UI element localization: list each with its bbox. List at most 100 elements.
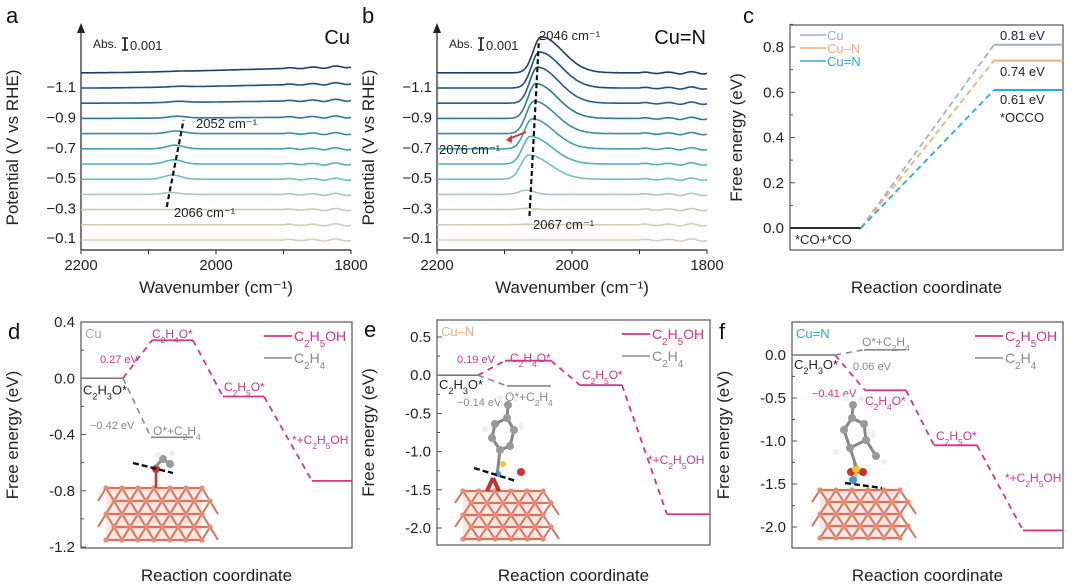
cu-atom [540, 536, 546, 542]
cu-atom [476, 512, 482, 518]
spectrum-trace [81, 81, 352, 89]
y-tick-label: −0.5 [402, 170, 432, 187]
energy-label: 0.06 eV [853, 361, 892, 373]
y-tick-label: −0.1 [402, 230, 432, 247]
legend-label: C2H5OH [652, 326, 704, 348]
legend-label: C2H5OH [1005, 328, 1057, 350]
y-tick-label: 0.0 [54, 370, 75, 387]
cu-atom [849, 511, 855, 517]
slab-model [811, 487, 917, 541]
hydrogen-atom [482, 426, 488, 432]
carbon-atom [510, 426, 518, 434]
nitrogen-atom [849, 476, 857, 484]
cu-atom [881, 511, 887, 517]
x-tick-label: 2000 [555, 257, 588, 274]
state-label: C2H3O* [439, 377, 483, 396]
cu-atom [873, 523, 879, 529]
y-tick-label: -0.4 [49, 427, 75, 444]
cu-atom [468, 524, 474, 530]
y-tick-label: −0.7 [46, 140, 76, 157]
cu-atom [143, 524, 149, 530]
carbon-atom [840, 426, 848, 434]
transition-line [860, 60, 995, 229]
scale-bar-value: 0.001 [130, 38, 163, 53]
state-label: C2H5O* [224, 380, 265, 398]
hydrogen-atom [513, 396, 519, 402]
y-tick-label: -1.5 [760, 476, 786, 493]
cu-atom [849, 487, 855, 493]
cu-atom [857, 523, 863, 529]
cu-atom [548, 524, 554, 530]
carbon-atom [488, 434, 496, 442]
cu-atom [532, 500, 538, 506]
y-axis-arrow [77, 23, 85, 33]
hydrogen-atom [858, 396, 864, 402]
panel-c: c 0.0 0.2 0.4 0.6 0.8 Free energy (eV) Reaction… [727, 3, 1064, 297]
cu-atom [119, 537, 125, 543]
cu-atom [127, 498, 133, 504]
cu-atom [897, 487, 903, 493]
y-tick-label: 0.2 [763, 175, 784, 192]
y-tick-label: -2.0 [760, 519, 786, 536]
slab-model [454, 488, 560, 542]
cu-atom [508, 512, 514, 518]
annotation: 2066 cm⁻¹ [174, 205, 236, 220]
y-tick-label: -0.5 [760, 390, 786, 407]
hydrogen-atom [169, 450, 175, 456]
hydrogen-atom [518, 423, 524, 429]
cu-atom [199, 537, 205, 543]
x-axis-title: Reaction coordinate [852, 566, 1003, 585]
spectrum-trace [81, 238, 352, 242]
cu-atom [540, 512, 546, 518]
y-tick-label: −1.1 [402, 79, 432, 96]
cu-atom [167, 511, 173, 517]
spectrum-trace [81, 191, 352, 197]
cu-atom [484, 500, 490, 506]
cu-atom [524, 488, 530, 494]
carbon-atom [491, 420, 499, 428]
adsorbate-molecule [833, 395, 887, 490]
x-tick-label: 2200 [420, 257, 453, 274]
state-label: C2H4O* [510, 351, 551, 369]
carbon-atom [846, 444, 854, 452]
cu-atom [889, 499, 895, 505]
y-tick-label: −0.9 [46, 109, 76, 126]
x-axis-title: Wavenumber (cm⁻¹) [495, 278, 649, 297]
cu-atom [175, 524, 181, 530]
peak-shift-line [165, 119, 185, 208]
cu-atom [841, 523, 847, 529]
y-tick-label: 0.0 [763, 220, 784, 237]
cu-atom [540, 488, 546, 494]
y-axis-title: Free energy (eV) [359, 368, 378, 497]
spectrum-trace [437, 82, 708, 121]
state-label: *CO+*CO [795, 232, 852, 247]
cu-atom [548, 500, 554, 506]
x-tick-label: 1800 [334, 257, 367, 274]
cu-atom [849, 535, 855, 541]
carbon-atom [166, 460, 174, 468]
y-tick-label: −0.1 [46, 230, 76, 247]
y-tick-label: -1.2 [49, 539, 75, 556]
legend-label: Cu=N [827, 54, 861, 69]
spectrum-trace [81, 144, 352, 151]
spectrum-trace [81, 65, 352, 74]
annotation: 2046 cm⁻¹ [539, 28, 601, 43]
energy-label: −0.42 eV [90, 420, 135, 432]
y-tick-label: -2.0 [405, 520, 431, 537]
carbon-atom [506, 442, 514, 450]
energy-label: 0.61 eV [1000, 92, 1045, 107]
cu-atom [897, 535, 903, 541]
material-label: Cu [85, 326, 102, 341]
legend-label: C2H4 [1005, 350, 1037, 372]
hydrogen-atom [881, 459, 887, 465]
cu-atom [833, 511, 839, 517]
cu-atom [865, 511, 871, 517]
hydrogen-atom [843, 395, 849, 401]
transition-line [122, 339, 153, 379]
transition-line [834, 354, 866, 391]
spectrum-trace [437, 35, 708, 75]
cu-atom [159, 498, 165, 504]
y-tick-label: −0.3 [46, 201, 76, 218]
energy-label: 0.19 eV [457, 354, 496, 366]
oxygen-atom [517, 468, 525, 476]
